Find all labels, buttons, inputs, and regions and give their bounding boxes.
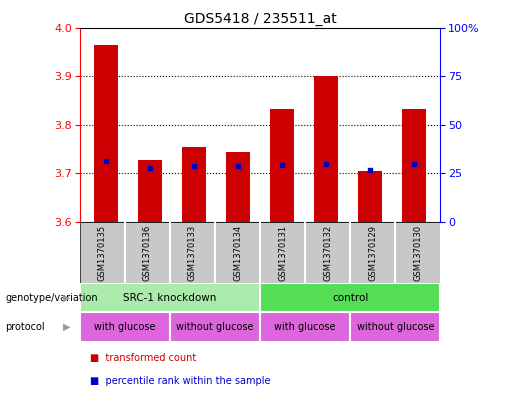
Text: GSM1370136: GSM1370136 <box>143 224 152 281</box>
Bar <box>314 76 338 222</box>
Text: GSM1370135: GSM1370135 <box>98 224 107 281</box>
Text: with glucose: with glucose <box>94 322 156 332</box>
Bar <box>270 109 294 222</box>
Text: control: control <box>332 293 368 303</box>
Text: without glucose: without glucose <box>356 322 434 332</box>
Text: ■  transformed count: ■ transformed count <box>90 353 196 363</box>
Bar <box>358 171 382 222</box>
Title: GDS5418 / 235511_at: GDS5418 / 235511_at <box>184 13 336 26</box>
Text: GSM1370131: GSM1370131 <box>278 224 287 281</box>
Text: genotype/variation: genotype/variation <box>5 293 98 303</box>
Text: GSM1370129: GSM1370129 <box>368 224 377 281</box>
Text: protocol: protocol <box>5 322 45 332</box>
Bar <box>94 44 118 222</box>
Bar <box>182 147 206 222</box>
Text: GSM1370134: GSM1370134 <box>233 224 242 281</box>
Text: ▶: ▶ <box>63 322 71 332</box>
Bar <box>170 312 260 342</box>
Text: ■  percentile rank within the sample: ■ percentile rank within the sample <box>90 376 270 386</box>
Bar <box>226 152 250 222</box>
Bar <box>80 312 170 342</box>
Bar <box>402 109 426 222</box>
Text: without glucose: without glucose <box>176 322 254 332</box>
Bar <box>138 160 162 222</box>
Bar <box>260 283 440 312</box>
Bar <box>260 312 350 342</box>
Text: GSM1370132: GSM1370132 <box>323 224 332 281</box>
Text: GSM1370130: GSM1370130 <box>414 224 422 281</box>
Bar <box>80 283 260 312</box>
Bar <box>350 312 440 342</box>
Text: GSM1370133: GSM1370133 <box>188 224 197 281</box>
Text: ▶: ▶ <box>63 293 71 303</box>
Text: SRC-1 knockdown: SRC-1 knockdown <box>123 293 217 303</box>
Text: with glucose: with glucose <box>274 322 336 332</box>
